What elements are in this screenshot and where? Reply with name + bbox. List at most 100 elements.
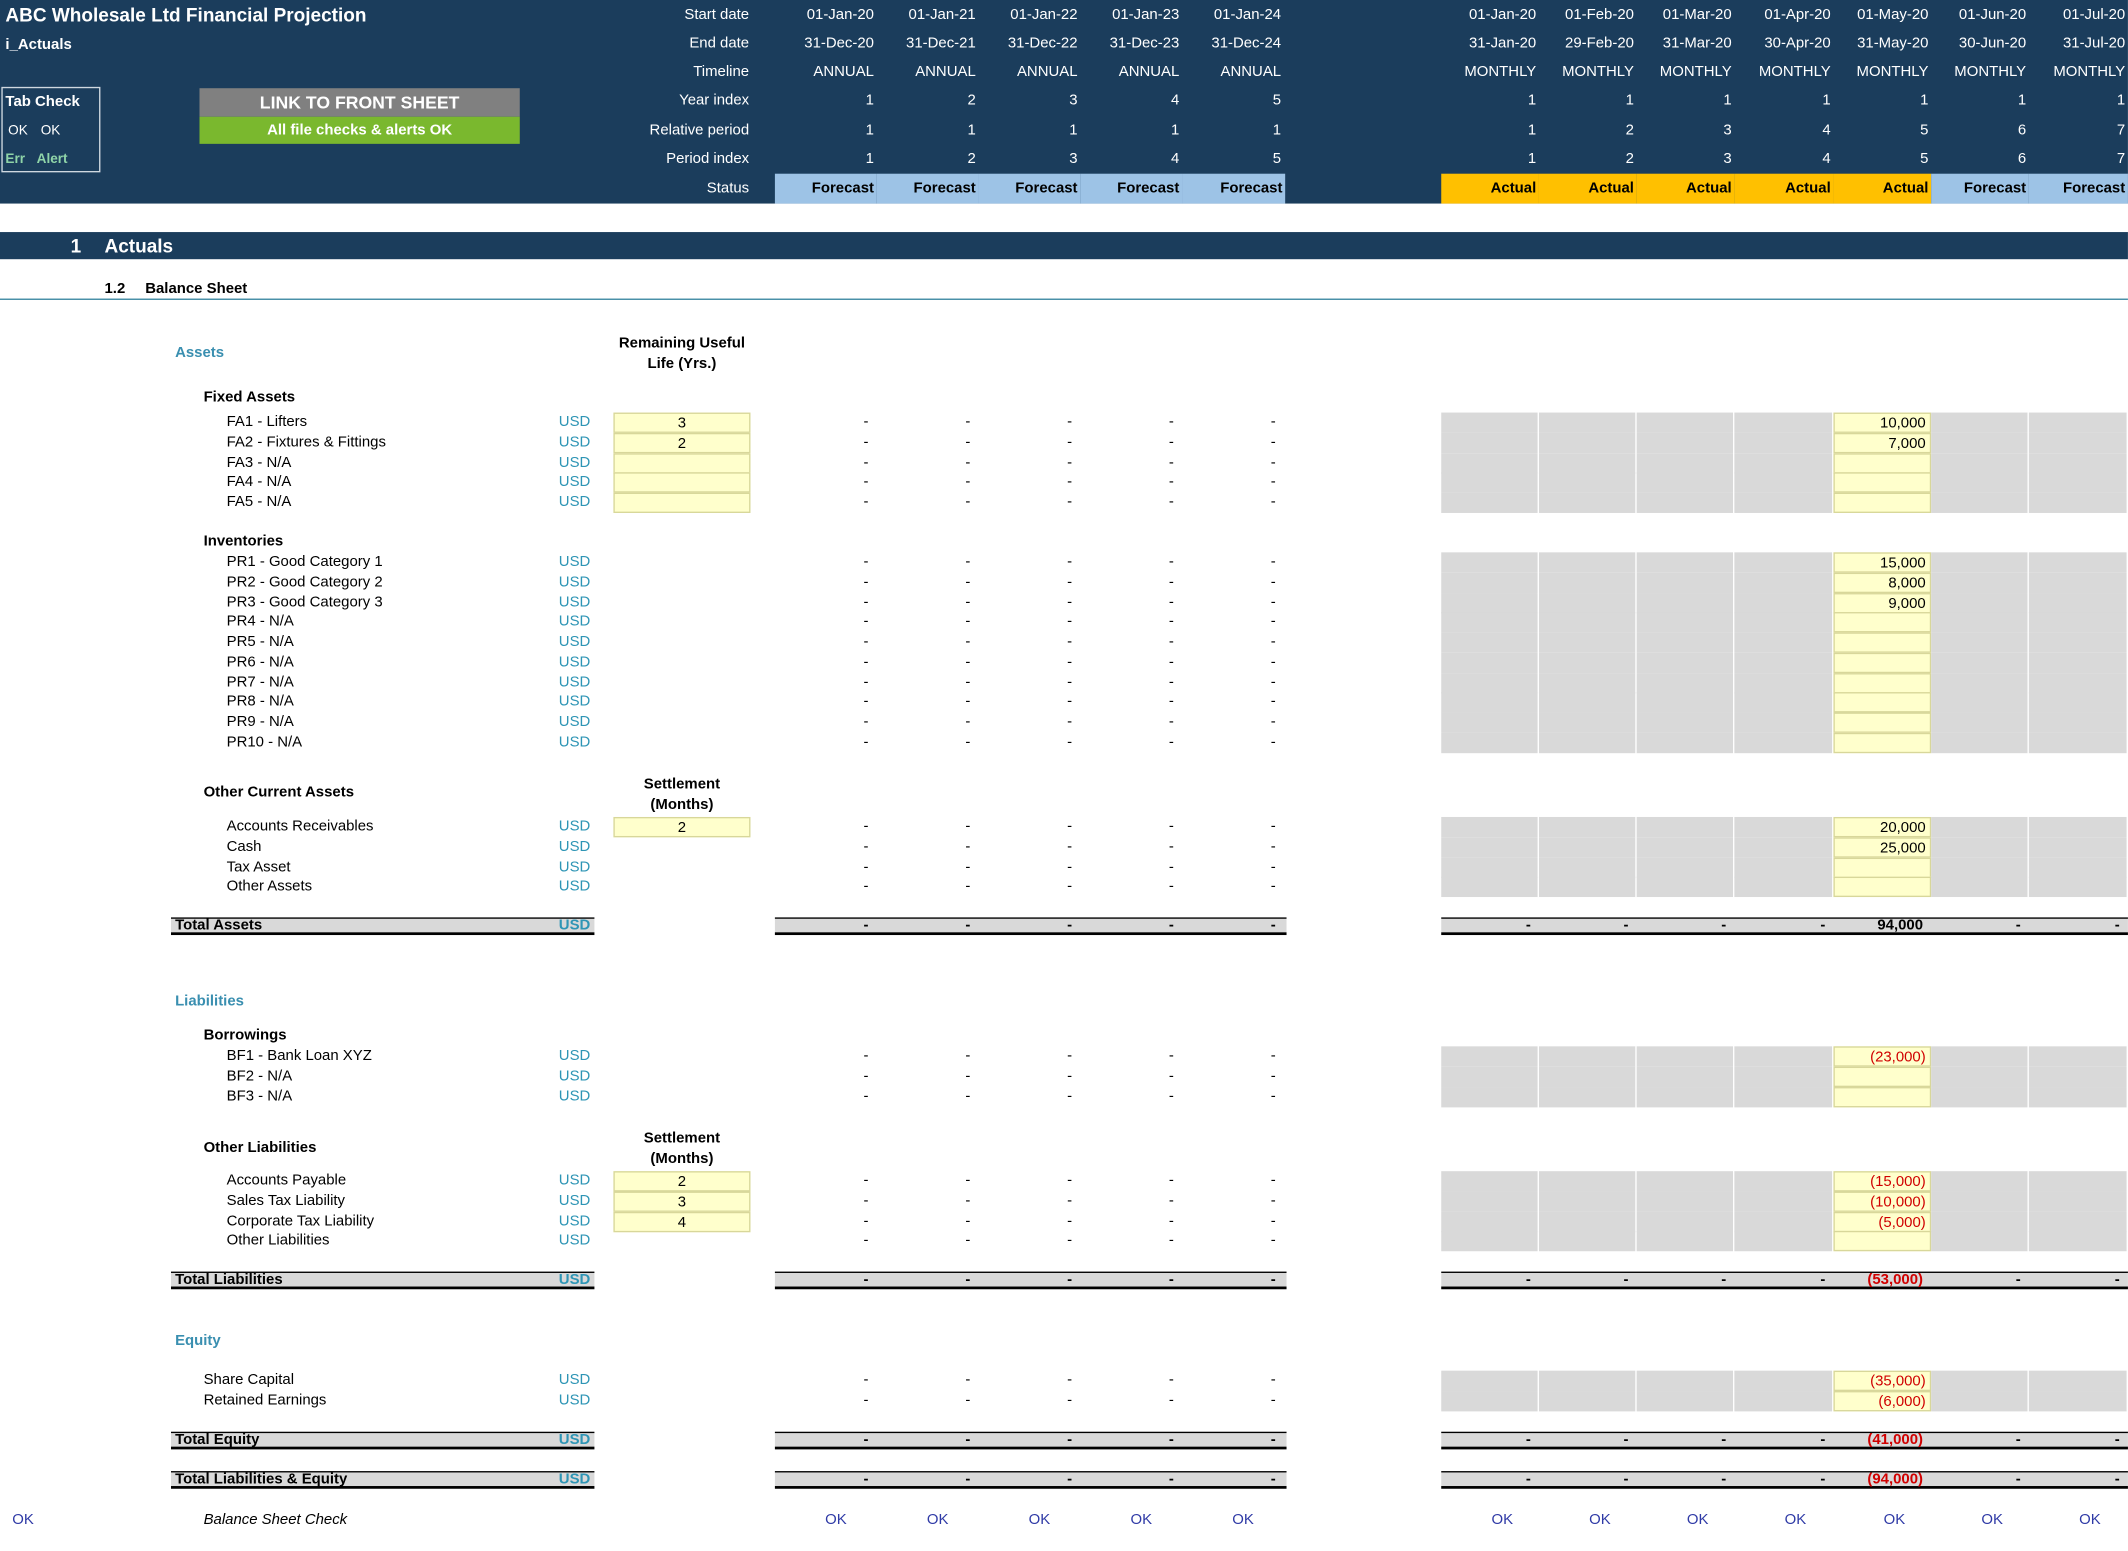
monthly-input-cell[interactable]: (10,000) [1833, 1191, 1932, 1212]
input-cell[interactable]: 4 [613, 1211, 751, 1232]
subsection-number: 1.2 [104, 280, 126, 298]
monthly-locked-cell [1636, 692, 1734, 713]
monthly-locked-cell [1931, 552, 2028, 573]
monthly-input-cell[interactable] [1833, 652, 1932, 673]
annual-value: - [863, 1212, 869, 1229]
monthly-locked-cell [1441, 452, 1538, 474]
monthly-locked-cell [1441, 1390, 1538, 1412]
monthly-input-cell[interactable] [1833, 1231, 1932, 1252]
input-cell[interactable] [613, 492, 751, 514]
monthly-input-cell[interactable] [1833, 452, 1932, 474]
header-cell-year: 1 [1723, 92, 1732, 109]
monthly-locked-cell [1931, 572, 2028, 593]
annual-value: - [1067, 1067, 1073, 1085]
monthly-input-cell[interactable] [1833, 692, 1932, 713]
link-to-front-sheet-button[interactable]: LINK TO FRONT SHEET [199, 88, 520, 117]
monthly-input-cell[interactable] [1833, 877, 1932, 898]
line-item-label: BF2 - N/A [226, 1067, 293, 1085]
currency-label: USD [558, 1392, 591, 1409]
header-cell-rel: 1 [1527, 122, 1537, 139]
annual-value: - [1270, 858, 1276, 875]
currency-label: USD [558, 1372, 591, 1389]
monthly-input-cell[interactable] [1833, 1066, 1932, 1087]
monthly-locked-cell [1441, 837, 1538, 858]
total-annual-value: - [863, 1271, 869, 1288]
monthly-input-cell[interactable] [1833, 1086, 1932, 1107]
currency-label: USD [558, 1271, 591, 1288]
monthly-locked-cell [1636, 1231, 1734, 1252]
monthly-input-cell[interactable] [1833, 472, 1932, 494]
total-annual-value: - [1270, 1431, 1276, 1449]
annual-value: - [965, 1172, 971, 1189]
currency-label: USD [558, 1212, 591, 1229]
monthly-input-cell[interactable] [1833, 712, 1932, 733]
monthly-input-cell[interactable]: (35,000) [1833, 1370, 1932, 1392]
monthly-input-cell[interactable] [1833, 492, 1932, 514]
monthly-input-cell[interactable]: (6,000) [1833, 1390, 1932, 1412]
line-item-label: FA5 - N/A [226, 494, 292, 511]
total-annual-value: - [1067, 1271, 1073, 1288]
annual-value: - [1270, 454, 1276, 471]
annual-value: - [863, 494, 869, 511]
total-annual-value: - [863, 1431, 869, 1449]
monthly-input-cell[interactable]: (15,000) [1833, 1171, 1932, 1192]
total-annual-value: - [1067, 1471, 1073, 1488]
total-annual-value: - [1168, 1431, 1174, 1449]
header-cell-rel: 5 [1920, 122, 1929, 139]
monthly-locked-cell [1734, 452, 1833, 474]
total-monthly-value: - [1820, 917, 1826, 934]
annual-value: - [1270, 673, 1276, 691]
annual-value: - [1270, 1372, 1276, 1389]
currency-label: USD [558, 474, 591, 491]
monthly-input-cell[interactable]: 15,000 [1833, 552, 1932, 573]
input-cell[interactable]: 2 [613, 816, 751, 838]
monthly-input-cell[interactable]: 20,000 [1833, 816, 1932, 838]
monthly-locked-cell [1734, 1171, 1833, 1192]
input-cell[interactable] [613, 472, 751, 494]
total-liabilities-label: Total Liabilities [175, 1271, 283, 1288]
input-cell[interactable] [613, 452, 751, 474]
currency-label: USD [558, 593, 591, 611]
monthly-input-cell[interactable] [1833, 732, 1932, 753]
monthly-input-cell[interactable]: (23,000) [1833, 1046, 1932, 1067]
input-cell[interactable]: 2 [613, 432, 751, 453]
line-item-label: PR9 - N/A [226, 713, 294, 731]
monthly-input-cell[interactable]: 7,000 [1833, 432, 1932, 453]
total-monthly-value: 94,000 [1877, 917, 1924, 934]
monthly-input-cell[interactable] [1833, 632, 1932, 653]
subsection-underline [0, 298, 2128, 300]
monthly-locked-cell [1636, 732, 1734, 753]
subsection-title: Balance Sheet [145, 280, 248, 298]
monthly-locked-cell [1734, 612, 1833, 633]
monthly-locked-cell [1734, 592, 1833, 613]
annual-value: - [1067, 454, 1073, 471]
annual-value: - [1168, 838, 1174, 855]
monthly-input-cell[interactable]: 25,000 [1833, 837, 1932, 858]
header-cell-period: 7 [2116, 150, 2126, 167]
monthly-input-cell[interactable] [1833, 612, 1932, 633]
monthly-input-cell[interactable]: 10,000 [1833, 412, 1932, 433]
monthly-locked-cell [1441, 877, 1538, 898]
monthly-input-cell[interactable]: (5,000) [1833, 1211, 1932, 1232]
other-current-assets-heading: Other Current Assets [203, 784, 354, 801]
status-actual-cell: Actual [1636, 173, 1735, 204]
monthly-input-cell[interactable] [1833, 672, 1932, 693]
monthly-input-cell[interactable] [1833, 857, 1932, 878]
line-item-label: PR3 - Good Category 3 [226, 593, 383, 611]
annual-value: - [1168, 413, 1174, 431]
monthly-locked-cell [1441, 492, 1538, 514]
monthly-input-cell[interactable]: 9,000 [1833, 592, 1932, 613]
currency-label: USD [558, 1087, 591, 1105]
input-cell[interactable]: 3 [613, 1191, 751, 1212]
line-item-label: Other Assets [226, 878, 313, 895]
input-cell[interactable]: 3 [613, 412, 751, 433]
monthly-locked-cell [2028, 432, 2127, 453]
monthly-locked-cell [1538, 432, 1636, 453]
input-cell[interactable]: 2 [613, 1171, 751, 1192]
header-cell-rel: 2 [1625, 122, 1634, 139]
monthly-input-cell[interactable]: 8,000 [1833, 572, 1932, 593]
monthly-locked-cell [1931, 816, 2028, 838]
total-monthly-value: - [1721, 1271, 1727, 1288]
monthly-locked-cell [1538, 692, 1636, 713]
annual-value: - [1067, 1232, 1073, 1250]
